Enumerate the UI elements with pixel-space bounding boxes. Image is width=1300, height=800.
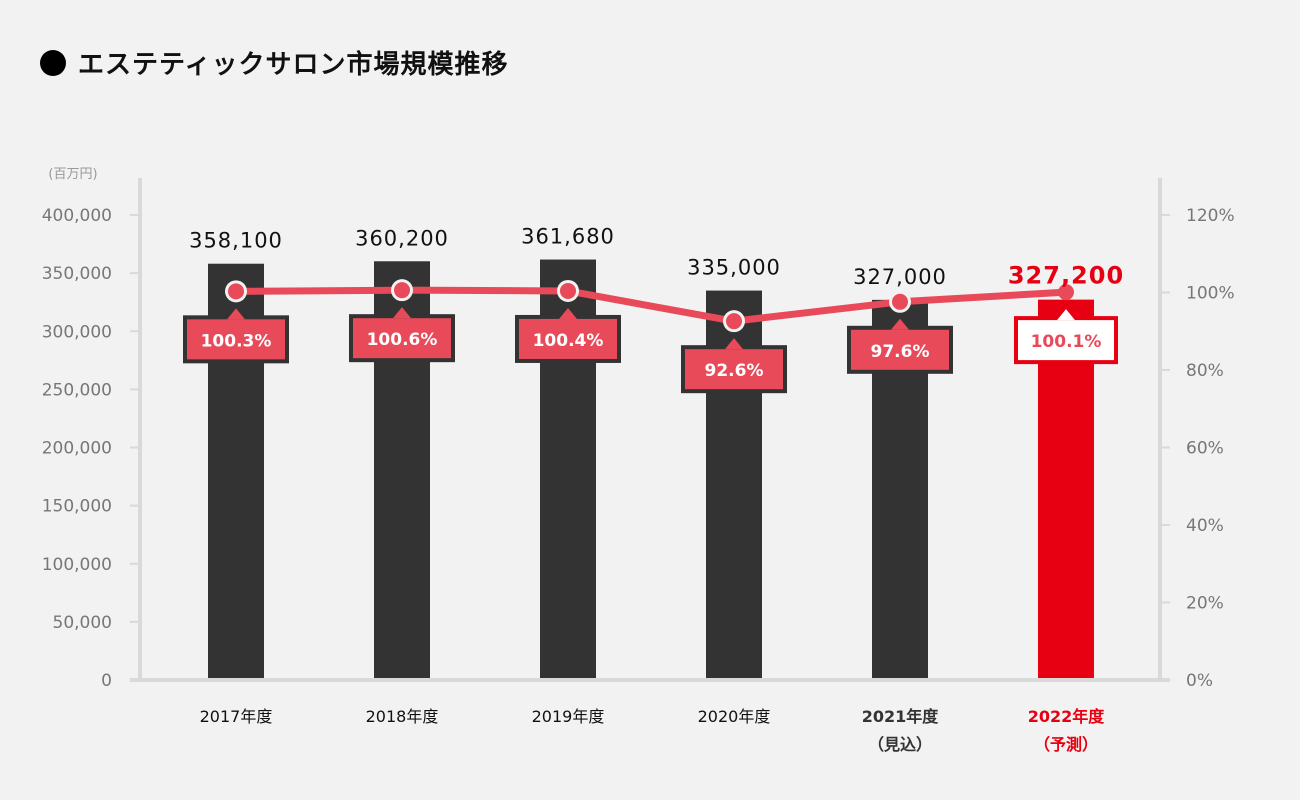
y2-tick-label: 20% bbox=[1186, 594, 1224, 614]
callout-pointer bbox=[559, 307, 577, 319]
y-tick-label: 150,000 bbox=[42, 497, 112, 517]
y-tick-label: 400,000 bbox=[42, 206, 112, 226]
y-tick-label: 100,000 bbox=[42, 555, 112, 575]
x-tick-label: 2022年度 bbox=[1028, 707, 1106, 726]
growth-line bbox=[225, 279, 1074, 333]
y-tick-label: 300,000 bbox=[42, 322, 112, 342]
line-path bbox=[235, 286, 1067, 325]
bar-value-label: 361,680 bbox=[521, 225, 615, 249]
callout-box bbox=[183, 315, 289, 364]
y2-tick-label: 80% bbox=[1186, 361, 1224, 381]
labels: 358,100 2017年度 360,200 2018年度 361,680 2019年度 3… bbox=[183, 225, 1124, 754]
x-tick-label: 2019年度 bbox=[532, 707, 605, 726]
y2-tick-label: 120% bbox=[1186, 206, 1235, 226]
axes: (百万円) 0 50,000 100,000 150,000 200,000 250,000… bbox=[42, 167, 1235, 691]
y-tick-label: 0 bbox=[101, 671, 112, 691]
callout-pointer bbox=[393, 307, 411, 319]
growth-rate-label: 97.6% bbox=[871, 342, 930, 362]
bar-value-label: 335,000 bbox=[687, 256, 781, 280]
line-point bbox=[228, 283, 244, 300]
callout-box bbox=[681, 345, 787, 394]
chart-title: エステティックサロン市場規模推移 bbox=[40, 44, 508, 81]
y-tick-label: 250,000 bbox=[42, 380, 112, 400]
line-point bbox=[892, 293, 908, 310]
line-point bbox=[726, 313, 742, 330]
callout-pointer bbox=[891, 318, 909, 330]
chart-title-text: エステティックサロン市場規模推移 bbox=[78, 50, 509, 80]
callout-pointer bbox=[227, 308, 245, 320]
bar-value-label: 360,200 bbox=[355, 226, 449, 250]
line-point bbox=[560, 282, 576, 299]
line-point bbox=[1058, 284, 1074, 301]
y-tick-label: 350,000 bbox=[42, 264, 112, 284]
growth-rate-label: 100.4% bbox=[533, 331, 604, 351]
growth-rate-label: 100.6% bbox=[367, 330, 438, 350]
x-tick-label: 2021年度 bbox=[862, 707, 940, 726]
y2-tick-label: 40% bbox=[1186, 516, 1224, 536]
x-tick-note: （見込） bbox=[868, 735, 932, 754]
bar-value-label: 358,100 bbox=[189, 229, 283, 253]
callout-box bbox=[1014, 316, 1118, 365]
y2-tick-label: 100% bbox=[1186, 284, 1235, 304]
bar-value-label: 327,200 bbox=[1008, 262, 1124, 290]
growth-rate-label: 100.1% bbox=[1031, 332, 1102, 352]
x-tick-note: （予測） bbox=[1034, 735, 1098, 754]
x-tick-label: 2018年度 bbox=[366, 707, 439, 726]
x-tick-label: 2017年度 bbox=[200, 707, 273, 726]
callout-pointer bbox=[725, 338, 743, 350]
bullet-icon bbox=[40, 49, 66, 76]
growth-rate-label: 92.6% bbox=[705, 361, 764, 381]
y2-tick-label: 60% bbox=[1186, 439, 1224, 459]
bar-value-label: 327,000 bbox=[853, 265, 947, 289]
growth-rate-label: 100.3% bbox=[201, 331, 272, 351]
x-tick-label: 2020年度 bbox=[698, 707, 771, 726]
y-tick-label: 200,000 bbox=[42, 439, 112, 459]
bars bbox=[208, 259, 1094, 678]
y-axis-unit-label: (百万円) bbox=[48, 167, 97, 182]
line-point bbox=[394, 282, 410, 299]
y-tick-label: 50,000 bbox=[53, 613, 112, 633]
callout-pointer bbox=[1057, 309, 1075, 321]
y2-tick-label: 0% bbox=[1186, 671, 1213, 691]
